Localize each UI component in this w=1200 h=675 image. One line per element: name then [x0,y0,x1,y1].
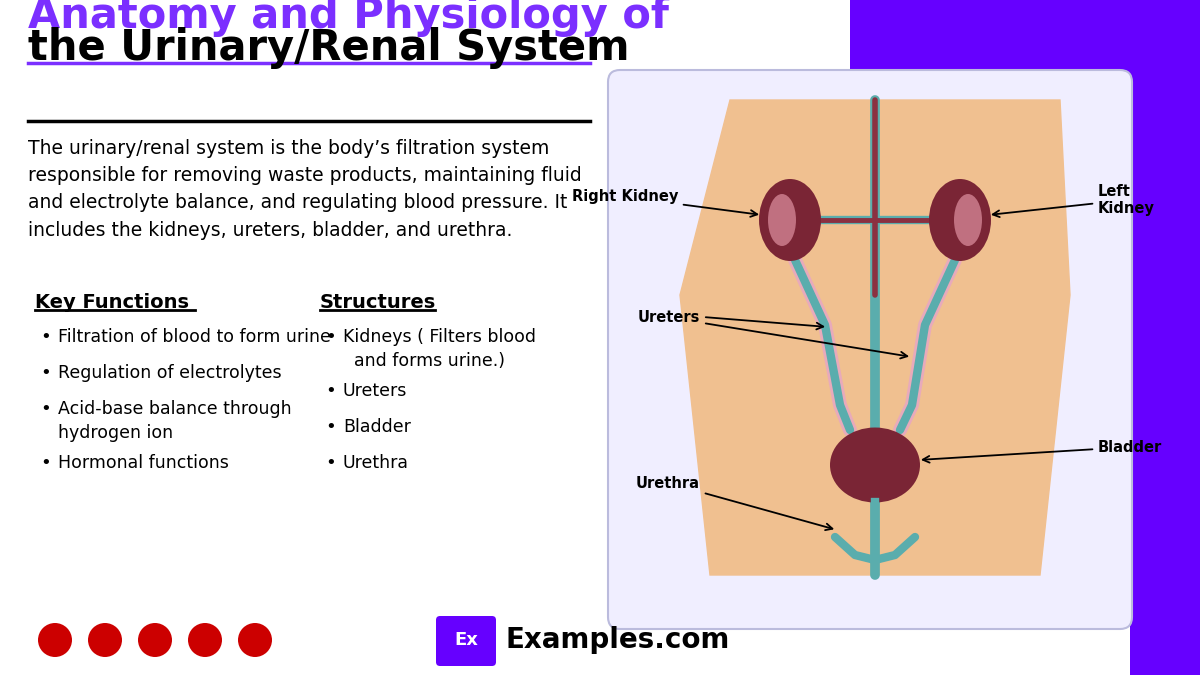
Text: •: • [40,400,50,418]
Text: •: • [40,454,50,472]
Text: Filtration of blood to form urine: Filtration of blood to form urine [58,328,331,346]
Text: Structures: Structures [320,293,437,312]
Text: Ex: Ex [454,631,478,649]
Text: Examples.com: Examples.com [505,626,730,654]
Circle shape [188,623,222,657]
Text: Bladder: Bladder [343,418,410,436]
Text: Key Functions: Key Functions [35,293,190,312]
Circle shape [38,623,72,657]
Circle shape [238,623,272,657]
Ellipse shape [760,179,821,261]
Ellipse shape [830,427,920,502]
Circle shape [138,623,172,657]
FancyBboxPatch shape [436,616,496,666]
Text: •: • [40,328,50,346]
Polygon shape [850,0,1130,80]
FancyBboxPatch shape [608,70,1132,629]
Text: •: • [325,454,336,472]
Text: Ureters: Ureters [637,310,700,325]
FancyBboxPatch shape [1130,0,1200,675]
Text: Anatomy and Physiology of: Anatomy and Physiology of [28,0,670,37]
Ellipse shape [954,194,982,246]
Ellipse shape [929,179,991,261]
Text: the Urinary/Renal System: the Urinary/Renal System [28,27,630,69]
Text: The urinary/renal system is the body’s filtration system
responsible for removin: The urinary/renal system is the body’s f… [28,139,582,240]
Ellipse shape [768,194,796,246]
Text: Regulation of electrolytes: Regulation of electrolytes [58,364,282,382]
Text: Acid-base balance through
hydrogen ion: Acid-base balance through hydrogen ion [58,400,292,441]
Text: •: • [325,418,336,436]
Text: Left
Kidney: Left Kidney [992,184,1154,217]
Text: •: • [40,364,50,382]
Polygon shape [680,100,1070,575]
Text: Kidneys ( Filters blood
  and forms urine.): Kidneys ( Filters blood and forms urine.… [343,328,536,370]
Text: Urethra: Urethra [636,475,833,530]
Text: Right Kidney: Right Kidney [571,190,757,217]
Circle shape [88,623,122,657]
Text: •: • [325,382,336,400]
Text: Urethra: Urethra [343,454,409,472]
Text: Bladder: Bladder [923,439,1163,462]
Text: Hormonal functions: Hormonal functions [58,454,229,472]
Text: Ureters: Ureters [343,382,407,400]
Text: •: • [325,328,336,346]
